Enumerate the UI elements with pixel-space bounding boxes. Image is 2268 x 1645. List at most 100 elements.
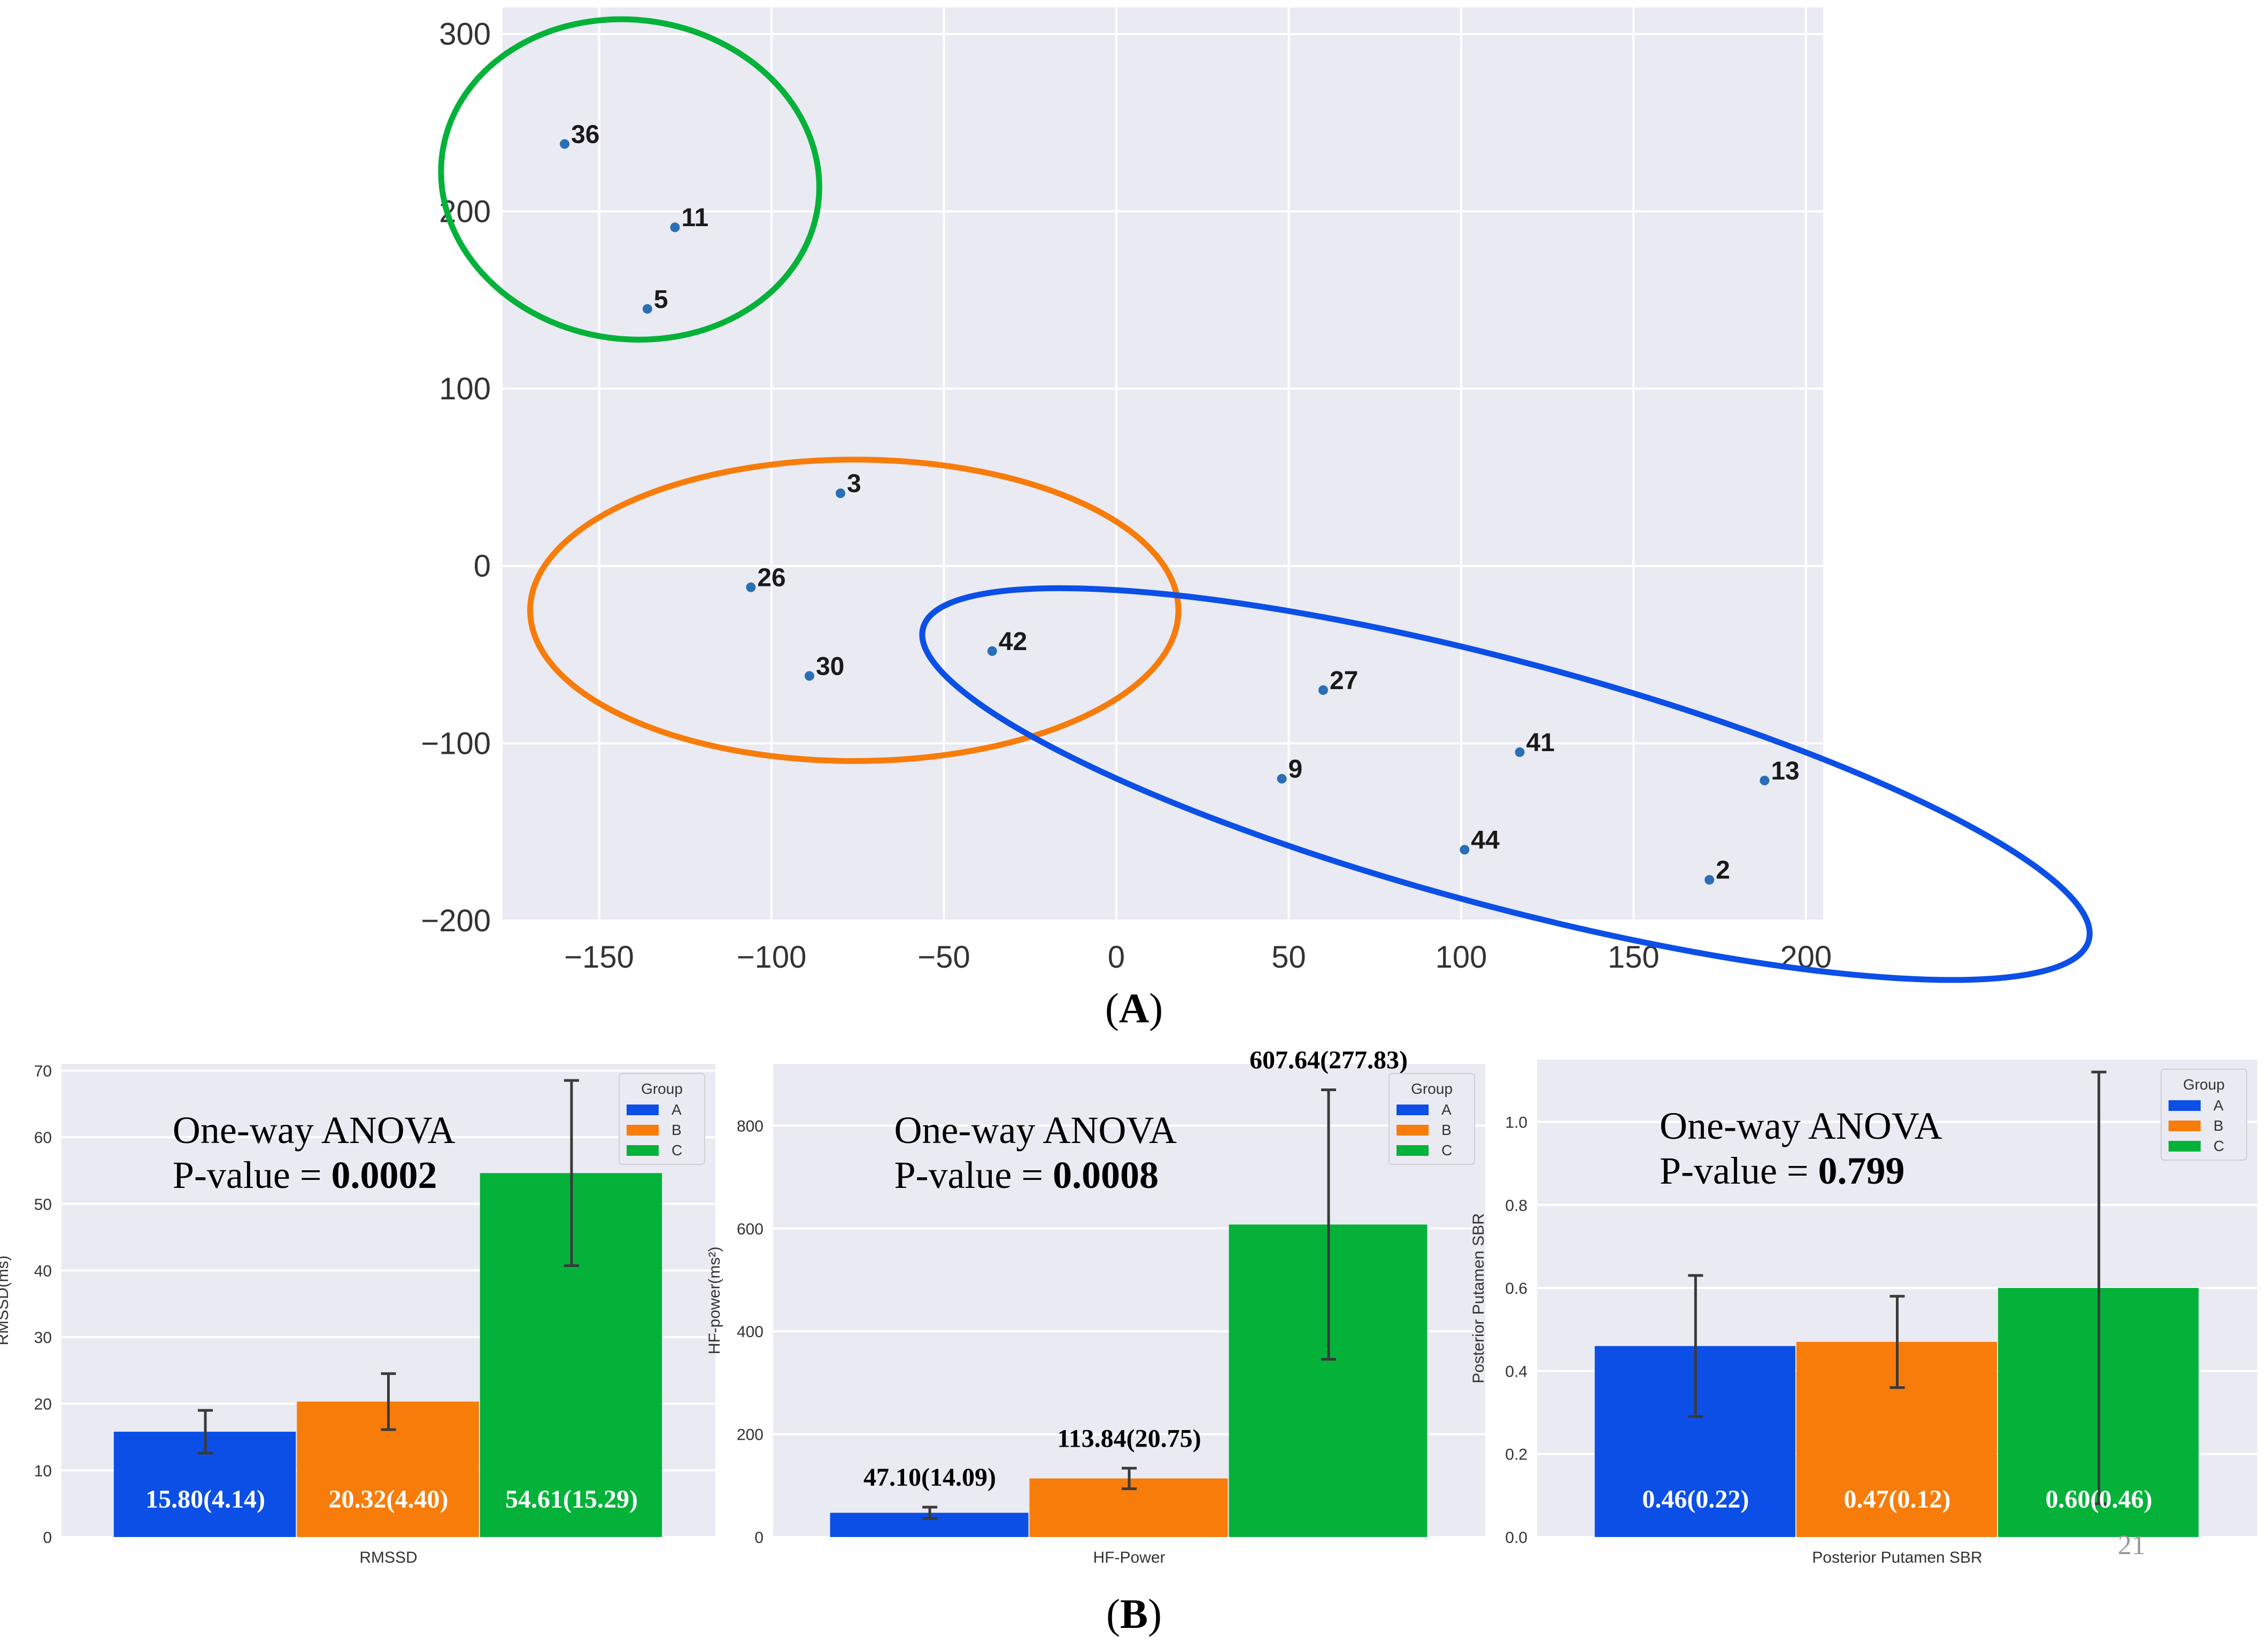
bar-value-label: 0.47(0.12): [1844, 1485, 1951, 1513]
y-tick-label: 50: [34, 1196, 52, 1214]
y-tick-label: 0: [43, 1529, 52, 1547]
point-label: 41: [1526, 729, 1554, 757]
legend-swatch-C: [627, 1145, 659, 1156]
point-label: 11: [681, 204, 708, 232]
point-label: 30: [816, 652, 844, 681]
y-tick-label: 800: [737, 1117, 763, 1135]
y-tick-label: 0: [754, 1529, 763, 1547]
legend-label-B: B: [2213, 1117, 2224, 1134]
cluster-ellipse-A: [919, 585, 2093, 983]
x-tick-label: −100: [737, 940, 807, 975]
point-label: 42: [999, 628, 1027, 656]
y-tick-label: 60: [34, 1129, 52, 1147]
point-label: 36: [571, 120, 599, 149]
legend-swatch-C: [1397, 1145, 1429, 1156]
data-point: [1277, 774, 1287, 784]
legend-swatch-B: [1397, 1125, 1429, 1136]
legend-swatch-C: [2169, 1141, 2201, 1152]
data-point: [1515, 747, 1525, 757]
y-tick-label: 30: [34, 1329, 52, 1347]
y-tick-label: −200: [421, 903, 491, 938]
y-tick-label: 0.8: [1505, 1197, 1528, 1215]
legend-title: Group: [2183, 1076, 2225, 1093]
anova-pvalue: P-value = 0.799: [1660, 1149, 1905, 1192]
y-tick-label: 0.4: [1505, 1363, 1528, 1380]
bar-value-label: 607.64(277.83): [1249, 1046, 1408, 1074]
y-tick-label: −100: [421, 726, 491, 761]
plot-area: [503, 7, 1823, 921]
sbr-bar-panel: 0.0 0.2 0.4 0.6 0.8 1.0 Posterior Putamen SBR P…: [1470, 1060, 2257, 1566]
y-tick-label: 0.2: [1505, 1446, 1528, 1464]
data-point: [746, 582, 756, 592]
anova-title: One-way ANOVA: [1660, 1105, 1942, 1147]
y-tick-label: 40: [34, 1262, 52, 1280]
point-label: 3: [847, 470, 861, 498]
bar-value-label: 54.61(15.29): [505, 1485, 638, 1513]
anova-pvalue: P-value = 0.0008: [894, 1154, 1159, 1196]
y-axis-label: RMSSD(ms): [0, 1255, 12, 1345]
x-tick-label: −50: [917, 940, 970, 975]
y-tick-label: 10: [34, 1462, 52, 1480]
x-tick-label: 0: [1108, 940, 1125, 975]
legend-label-A: A: [1441, 1101, 1452, 1118]
x-tick-label: 50: [1271, 940, 1306, 975]
legend-swatch-A: [627, 1105, 659, 1115]
bar-value-label: 0.60(0.46): [2046, 1485, 2153, 1513]
point-label: 44: [1471, 826, 1500, 854]
legend-box: [2161, 1069, 2247, 1161]
page-number: 21: [2118, 1530, 2146, 1561]
point-label: 26: [757, 563, 785, 592]
y-tick-label: 20: [34, 1396, 52, 1414]
cluster-ellipse-C: [438, 16, 822, 343]
bar-value-label: 15.80(4.14): [145, 1485, 265, 1513]
bar-value-label: 113.84(20.75): [1057, 1424, 1201, 1453]
legend-box: [619, 1073, 705, 1165]
y-tick-label: 100: [439, 372, 491, 406]
data-point: [560, 139, 570, 149]
y-tick-label: 1.0: [1505, 1114, 1528, 1131]
legend-title: Group: [1411, 1080, 1453, 1097]
point-label: 5: [654, 285, 668, 314]
point-label: 27: [1330, 667, 1358, 695]
panel-a-label: (A): [1105, 985, 1163, 1031]
x-tick-label: 100: [1435, 940, 1487, 975]
point-label: 13: [1771, 757, 1799, 785]
bar-value-label: 0.46(0.22): [1642, 1485, 1749, 1513]
anova-title: One-way ANOVA: [894, 1109, 1177, 1152]
legend-swatch-B: [627, 1125, 659, 1136]
y-tick-label: 400: [737, 1323, 763, 1341]
data-point: [670, 222, 680, 233]
rmssd-bar-panel: 0 10 20 30 40 50 60 70 RMSSD(ms) RMSSD 15.80(4.14)…: [0, 1062, 715, 1566]
y-axis-label: HF-power(ms²): [706, 1247, 723, 1355]
y-tick-label: 0.6: [1505, 1280, 1528, 1298]
legend-label-B: B: [1441, 1122, 1452, 1138]
legend-swatch-A: [2169, 1100, 2201, 1111]
legend-label-B: B: [672, 1122, 682, 1138]
y-tick-label: 70: [34, 1062, 52, 1080]
data-point: [642, 304, 652, 314]
y-tick-label: 600: [737, 1221, 763, 1238]
legend-swatch-B: [2169, 1121, 2201, 1131]
anova-pvalue: P-value = 0.0002: [173, 1154, 437, 1196]
point-label: 9: [1288, 755, 1302, 784]
legend-label-C: C: [1441, 1142, 1452, 1159]
tsne-scatter-panel: −150 −100 −50 0 50 100 150 2003002001000−100−20…: [421, 7, 2093, 983]
data-point: [1760, 775, 1770, 785]
legend-box: [1388, 1073, 1475, 1165]
x-tick-label: −150: [564, 940, 634, 975]
x-axis-label: HF-Power: [1093, 1549, 1165, 1566]
hfpower-bar-panel: 0 200 400 600 800 HF-power(ms²) HF-Power 47.10(…: [706, 1046, 1485, 1566]
legend-label-A: A: [2213, 1097, 2224, 1114]
y-tick-label: 0: [474, 549, 491, 584]
data-point: [1318, 685, 1328, 695]
x-axis-label: Posterior Putamen SBR: [1812, 1549, 1982, 1566]
legend-label-A: A: [672, 1101, 682, 1118]
y-tick-label: 200: [737, 1426, 763, 1444]
legend-label-C: C: [2213, 1138, 2224, 1154]
y-tick-label: 300: [439, 17, 491, 52]
panel-b-label: (B): [1106, 1590, 1162, 1637]
data-point: [804, 671, 814, 681]
legend-label-C: C: [672, 1142, 682, 1159]
data-point: [987, 646, 997, 656]
